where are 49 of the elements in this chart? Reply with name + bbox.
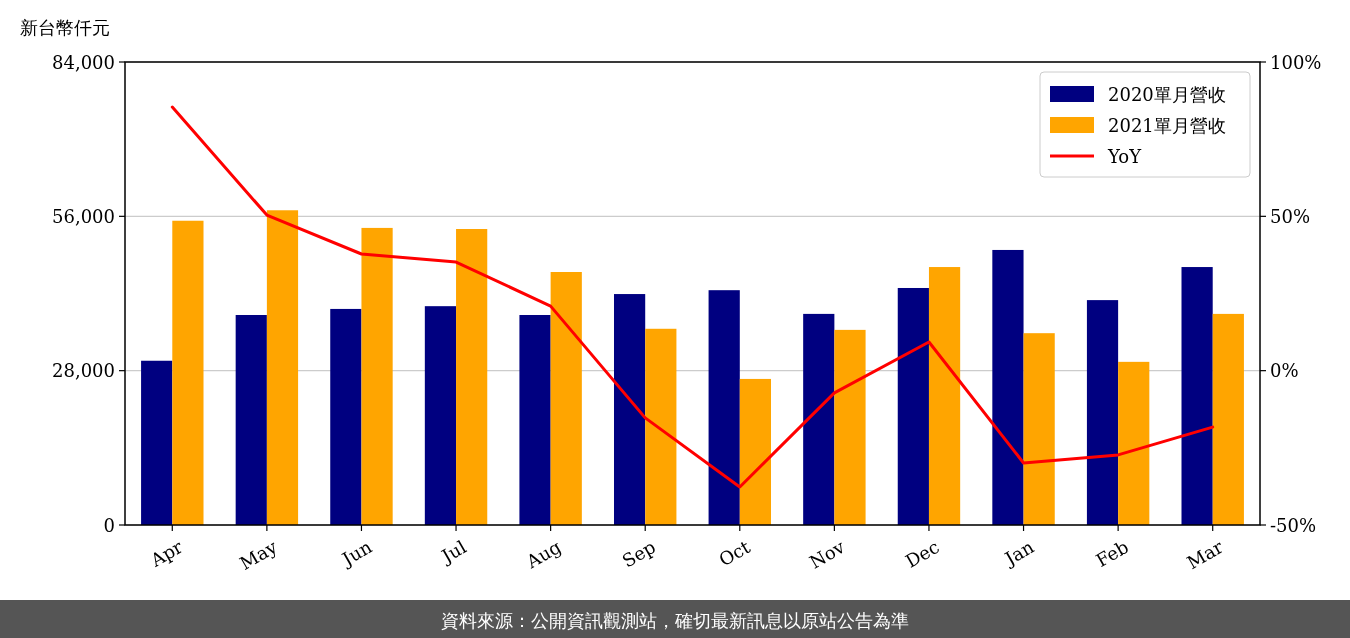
legend-label: 2020單月營收 — [1108, 83, 1226, 105]
x-tick-label: Jan — [999, 535, 1038, 571]
source-note: 資料來源：公開資訊觀測站，確切最新訊息以原站公告為準 — [441, 609, 909, 631]
y2-tick-label: 50% — [1270, 205, 1311, 227]
x-tick-label: Apr — [146, 535, 187, 572]
x-tick-label: Jul — [436, 535, 471, 568]
y2-tick-label: 0% — [1270, 360, 1299, 382]
x-tick-label: Jun — [336, 535, 376, 571]
bar — [235, 315, 267, 525]
bar — [550, 272, 582, 525]
x-tick-label: Dec — [901, 536, 943, 572]
y-tick-label: 84,000 — [52, 51, 115, 73]
x-tick-label: Nov — [805, 535, 849, 573]
bar — [519, 315, 551, 525]
x-tick-label: May — [236, 535, 282, 574]
bar — [897, 287, 929, 525]
x-tick-label: Mar — [1183, 535, 1227, 574]
y-axis-title: 新台幣仟元 — [20, 17, 110, 38]
bar — [614, 294, 646, 525]
y2-tick-label: 100% — [1270, 51, 1322, 73]
bar — [708, 290, 740, 525]
bar — [803, 313, 835, 525]
bar — [1212, 313, 1244, 525]
x-tick-label: Feb — [1092, 536, 1132, 572]
bar — [456, 229, 488, 525]
bar — [834, 329, 866, 525]
legend-label: 2021單月營收 — [1108, 114, 1226, 136]
bar — [266, 210, 299, 525]
y-tick-label: 56,000 — [52, 205, 115, 227]
bar — [141, 360, 173, 525]
bar — [424, 306, 457, 525]
x-tick-label: Oct — [715, 535, 755, 571]
bar — [928, 267, 961, 525]
bar — [1181, 267, 1213, 525]
bar — [645, 328, 677, 525]
bar — [1118, 361, 1150, 525]
bar — [361, 227, 393, 525]
bar — [992, 249, 1024, 525]
y-tick-label: 0 — [103, 514, 115, 536]
bar — [1086, 300, 1119, 525]
legend-label: YoY — [1107, 145, 1143, 167]
y-tick-label: 28,000 — [52, 360, 115, 382]
bar — [172, 220, 204, 525]
x-tick-label: Aug — [521, 536, 565, 573]
x-tick-label: Sep — [618, 536, 660, 572]
bar — [739, 378, 771, 525]
bar — [1023, 333, 1055, 525]
y2-tick-label: -50% — [1270, 514, 1317, 536]
bar — [330, 308, 362, 525]
